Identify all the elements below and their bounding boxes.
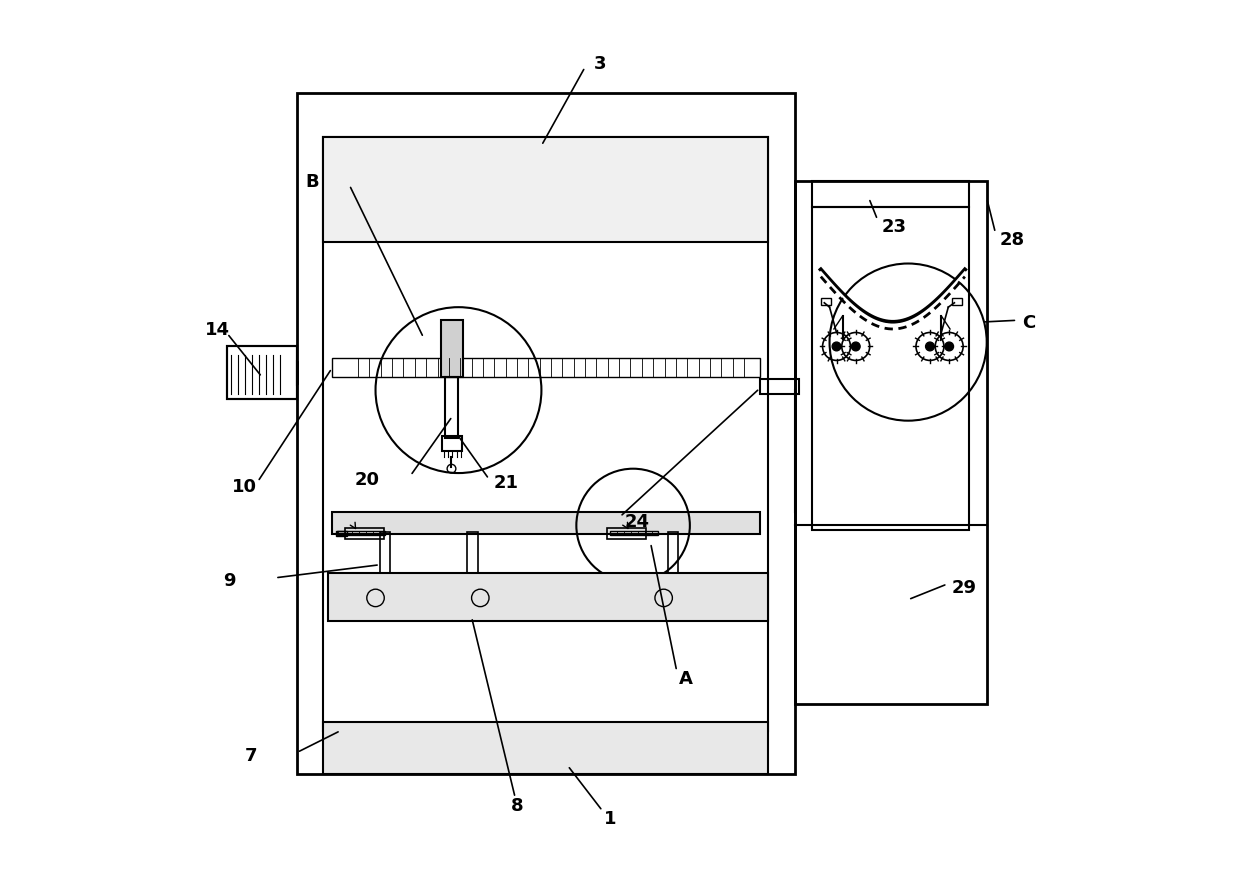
Circle shape [852, 343, 861, 352]
Bar [324, 137, 769, 243]
Bar [327, 574, 769, 622]
Bar [952, 299, 962, 305]
Bar [812, 182, 970, 207]
Circle shape [832, 343, 841, 352]
Bar [668, 532, 678, 579]
Text: 28: 28 [999, 231, 1025, 249]
Bar [324, 722, 769, 774]
Text: 3: 3 [594, 55, 606, 73]
Bar [345, 528, 384, 539]
Text: A: A [680, 670, 693, 688]
Text: 9: 9 [223, 571, 236, 590]
Text: B: B [306, 173, 320, 190]
Circle shape [925, 343, 934, 352]
Bar [379, 532, 391, 579]
Circle shape [945, 343, 954, 352]
Bar [336, 531, 347, 536]
Bar [445, 377, 459, 439]
Bar [467, 532, 477, 579]
Bar [821, 299, 831, 305]
Text: 21: 21 [494, 473, 518, 491]
Text: C: C [1022, 314, 1035, 331]
Text: 7: 7 [246, 746, 258, 765]
Bar [227, 347, 296, 400]
Bar [337, 531, 386, 535]
Bar [610, 531, 657, 535]
Bar [332, 513, 760, 534]
Text: 10: 10 [232, 478, 257, 495]
Text: 1: 1 [604, 809, 616, 827]
Text: 23: 23 [882, 218, 906, 236]
Bar [441, 436, 463, 452]
Text: 29: 29 [952, 578, 977, 596]
Text: 14: 14 [206, 321, 231, 338]
Bar [760, 379, 799, 395]
Bar [332, 359, 760, 377]
Text: 24: 24 [625, 512, 650, 531]
Bar [227, 347, 296, 400]
Bar [441, 321, 463, 377]
Bar [296, 94, 795, 774]
Bar [812, 207, 970, 530]
Text: 20: 20 [355, 470, 379, 488]
Bar [324, 137, 769, 731]
Text: 8: 8 [511, 796, 523, 814]
Bar [606, 528, 646, 539]
Bar [795, 182, 987, 704]
